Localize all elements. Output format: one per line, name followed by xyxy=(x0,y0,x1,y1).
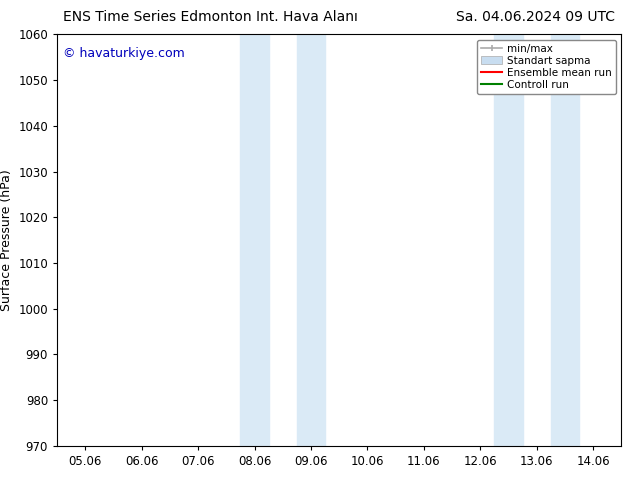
Y-axis label: Surface Pressure (hPa): Surface Pressure (hPa) xyxy=(0,169,13,311)
Bar xyxy=(240,34,269,446)
Text: Sa. 04.06.2024 09 UTC: Sa. 04.06.2024 09 UTC xyxy=(456,10,615,24)
Bar xyxy=(495,34,522,446)
Text: © havaturkiye.com: © havaturkiye.com xyxy=(63,47,184,60)
Bar xyxy=(551,34,579,446)
Text: ENS Time Series Edmonton Int. Hava Alanı: ENS Time Series Edmonton Int. Hava Alanı xyxy=(63,10,358,24)
Bar xyxy=(297,34,325,446)
Legend: min/max, Standart sapma, Ensemble mean run, Controll run: min/max, Standart sapma, Ensemble mean r… xyxy=(477,40,616,94)
